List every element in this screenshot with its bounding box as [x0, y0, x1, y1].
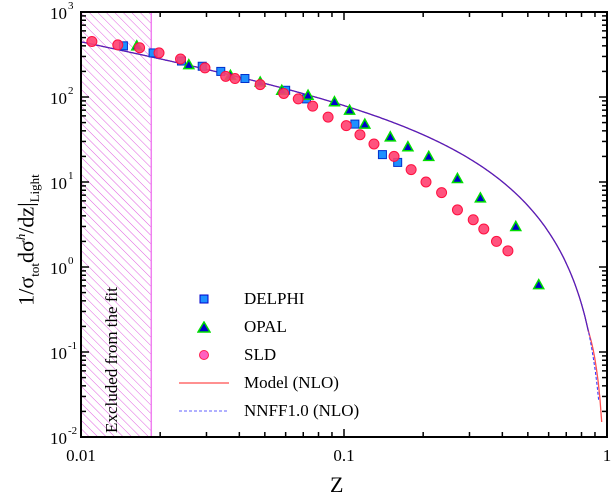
svg-text:10: 10: [50, 89, 67, 108]
dashed-line-icon: [176, 408, 232, 414]
svg-text:0.1: 0.1: [333, 446, 354, 465]
excluded-region: [81, 12, 153, 437]
x-axis-label: Z: [330, 472, 344, 497]
svg-text:-2: -2: [68, 425, 77, 437]
legend: DELPHI OPAL SLD Model (NLO) NNFF1.0 (NLO…: [179, 285, 359, 425]
excluded-annotation: Excluded from the fit: [102, 287, 121, 433]
square-marker-icon: [176, 293, 232, 305]
svg-text:1: 1: [603, 446, 612, 465]
y-axis-label: 1/σtotdσh/dz|Light: [13, 174, 42, 306]
svg-text:1: 1: [68, 170, 74, 182]
svg-text:10: 10: [50, 259, 67, 278]
svg-text:3: 3: [68, 0, 74, 12]
svg-text:2: 2: [68, 85, 74, 97]
triangle-marker-icon: [176, 321, 232, 333]
svg-text:0.01: 0.01: [66, 446, 96, 465]
svg-text:0: 0: [68, 255, 74, 267]
solid-line-icon: [176, 380, 232, 386]
legend-item-model: Model (NLO): [179, 369, 359, 397]
legend-item-sld: SLD: [188, 341, 359, 369]
svg-text:-1: -1: [68, 340, 77, 352]
svg-text:10: 10: [50, 344, 67, 363]
legend-item-nnff: NNFF1.0 (NLO): [179, 397, 359, 425]
legend-item-opal: OPAL: [188, 313, 359, 341]
svg-text:10: 10: [50, 174, 67, 193]
svg-text:10: 10: [50, 4, 67, 23]
legend-item-delphi: DELPHI: [188, 285, 359, 313]
circle-marker-icon: [176, 349, 232, 361]
svg-text:10: 10: [50, 429, 67, 448]
data-points: [86, 35, 545, 290]
